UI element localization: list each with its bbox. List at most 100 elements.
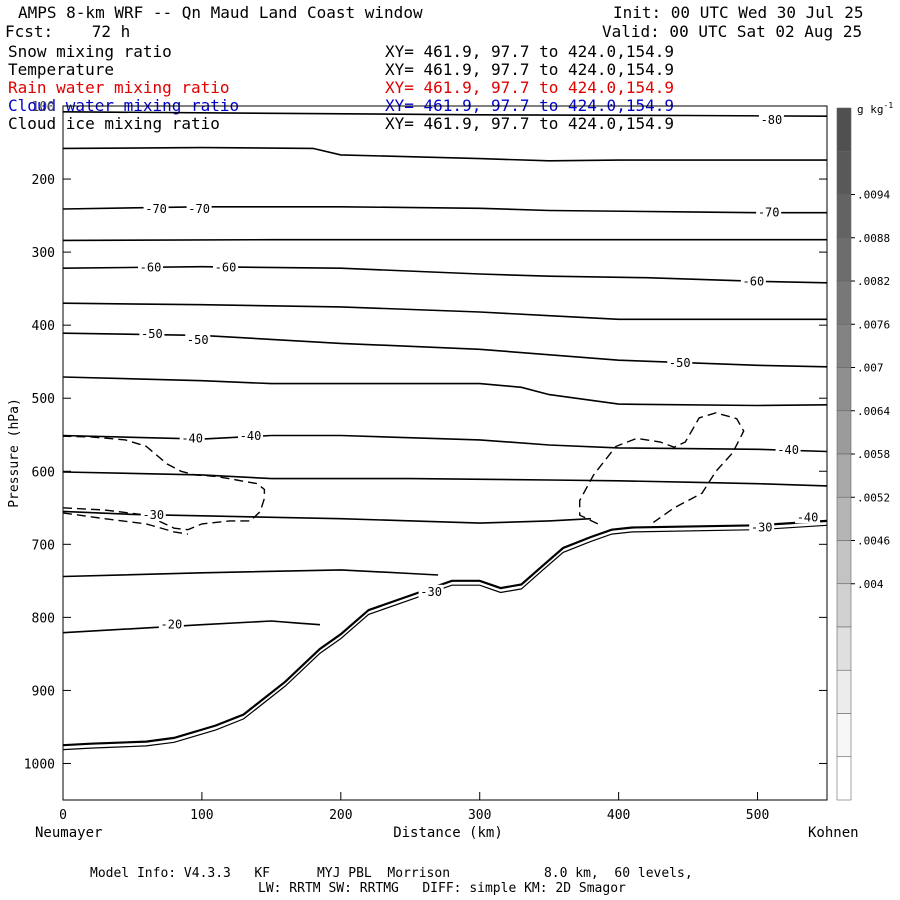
colorbar-swatch-12 bbox=[836, 626, 852, 671]
colorbar-label-7: .0052 bbox=[857, 491, 890, 504]
contour-label-8: -50 bbox=[187, 333, 209, 347]
y-tick-label-500: 500 bbox=[32, 392, 55, 407]
y-tick-label-600: 600 bbox=[32, 465, 55, 480]
contour-label-bg-7 bbox=[139, 326, 165, 340]
colorbar-label-5: .0064 bbox=[857, 405, 890, 418]
contour-label-13: -30 bbox=[142, 508, 164, 522]
contour-label-0: -80 bbox=[761, 113, 783, 127]
cloud-ice-contour-1 bbox=[62, 512, 189, 535]
terrain-line bbox=[62, 519, 828, 747]
contour-label-bg-16 bbox=[158, 617, 184, 631]
contour-label-bg-9 bbox=[667, 356, 693, 370]
cloud-ice-contour-2 bbox=[579, 412, 745, 525]
colorbar-unit: g kg-1 bbox=[857, 101, 893, 116]
field-legend-snow: Snow mixing ratio bbox=[8, 42, 172, 61]
isotherm--70 bbox=[62, 206, 827, 214]
contour-label-3: -70 bbox=[758, 206, 780, 220]
colorbar-label-0: .0094 bbox=[857, 189, 890, 202]
field-xy-temperature: XY= 461.9, 97.7 to 424.0,154.9 bbox=[385, 60, 674, 79]
cloud-ice-contours bbox=[62, 412, 745, 535]
x-tick-label-200: 200 bbox=[329, 808, 352, 823]
y-tick-label-800: 800 bbox=[32, 611, 55, 626]
isotherm-7 bbox=[62, 376, 828, 407]
contour-label-6: -60 bbox=[743, 274, 765, 288]
contour-label-bg-3 bbox=[756, 205, 782, 219]
colorbar-label-8: .0046 bbox=[857, 535, 890, 548]
colorbar-label-4: .007 bbox=[857, 362, 884, 375]
contour-label-12: -40 bbox=[777, 443, 799, 457]
y-tick-label-300: 300 bbox=[32, 246, 55, 261]
field-legend-rain: Rain water mixing ratio bbox=[8, 78, 230, 97]
colorbar: .0094 .0088 .0082 .0076 .007 .0064 .0058 .0052.… bbox=[836, 107, 890, 801]
y-tick-label-100: 100 bbox=[32, 100, 55, 115]
colorbar-swatch-11 bbox=[836, 583, 852, 628]
contour-label-2: -70 bbox=[188, 202, 210, 216]
colorbar-swatch-0 bbox=[836, 107, 852, 152]
colorbar-swatch-10 bbox=[836, 540, 852, 585]
contour-label-bg-10 bbox=[179, 431, 205, 445]
contour-label-bg-13 bbox=[140, 508, 166, 522]
contour-label-15: -30 bbox=[751, 521, 773, 535]
contour-label-layer: -80 -70 -70 -70 -60 -60 -60 -50 -50 -50 -40 -40 -40 -… bbox=[138, 112, 821, 632]
right-endpoint-label: Kohnen bbox=[808, 825, 859, 841]
colorbar-swatch-5 bbox=[836, 323, 852, 368]
axes-layer: 0 100 200 300 400 500 200 300 400 500 600 700 800 900… bbox=[24, 100, 827, 823]
model-info-line2: LW: RRTM SW: RRTMG DIFF: simple KM: 2D S… bbox=[258, 881, 626, 896]
x-tick-label-400: 400 bbox=[607, 808, 630, 823]
y-tick-label-200: 200 bbox=[32, 173, 55, 188]
colorbar-swatch-3 bbox=[836, 237, 852, 282]
model-info-line1: Model Info: V4.3.3 KF MYJ PBL Morrison 8… bbox=[90, 866, 693, 881]
isotherm-layer bbox=[62, 111, 828, 634]
field-xy-cloud-ice: XY= 461.9, 97.7 to 424.0,154.9 bbox=[385, 114, 674, 133]
colorbar-label-1: .0088 bbox=[857, 232, 890, 245]
colorbar-label-9: .004 bbox=[857, 578, 884, 591]
colorbar-swatch-9 bbox=[836, 496, 852, 541]
contour-label-17: -40 bbox=[797, 510, 819, 524]
colorbar-label-3: .0076 bbox=[857, 318, 890, 331]
cloud-ice-contour-0 bbox=[62, 435, 266, 531]
y-tick-label-1000: 1000 bbox=[24, 757, 55, 772]
isotherm--60 bbox=[62, 265, 828, 284]
field-xy-snow: XY= 461.9, 97.7 to 424.0,154.9 bbox=[385, 42, 674, 61]
y-tick-label-400: 400 bbox=[32, 319, 55, 334]
x-tick-label-500: 500 bbox=[746, 808, 769, 823]
contour-label-bg-11 bbox=[238, 429, 264, 443]
contour-label-bg-4 bbox=[138, 260, 164, 274]
contour-label-bg-15 bbox=[749, 520, 775, 534]
figure-title: AMPS 8-km WRF -- Qn Maud Land Coast wind… bbox=[18, 3, 423, 22]
contour-label-bg-14 bbox=[418, 584, 444, 598]
contour-label-bg-2 bbox=[186, 202, 212, 216]
y-axis-label: Pressure (hPa) bbox=[7, 398, 22, 508]
contour-label-11: -40 bbox=[240, 429, 262, 443]
contour-label-bg-5 bbox=[213, 260, 239, 274]
x-tick-label-300: 300 bbox=[468, 808, 491, 823]
valid-time: Valid: 00 UTC Sat 02 Aug 25 bbox=[602, 22, 863, 41]
isotherm-1 bbox=[62, 146, 827, 162]
contour-label-14: -30 bbox=[420, 585, 442, 599]
colorbar-swatch-2 bbox=[836, 194, 852, 239]
field-legend-cloud-ice: Cloud ice mixing ratio bbox=[8, 114, 220, 133]
contour-label-bg-17 bbox=[795, 510, 821, 524]
contour-label-bg-1 bbox=[143, 202, 169, 216]
isotherm-11 bbox=[62, 569, 439, 578]
colorbar-label-6: .0058 bbox=[857, 448, 890, 461]
contour-label-bg-8 bbox=[185, 332, 211, 346]
plot-frame bbox=[62, 105, 828, 801]
y-tick-label-900: 900 bbox=[32, 684, 55, 699]
isotherm-3 bbox=[62, 238, 827, 242]
terrain-layer bbox=[62, 519, 828, 751]
left-endpoint-label: Neumayer bbox=[35, 825, 102, 841]
contour-label-4: -60 bbox=[140, 260, 162, 274]
forecast-hour: Fcst: 72 h bbox=[5, 22, 131, 41]
colorbar-swatch-14 bbox=[836, 713, 852, 758]
contour-label-9: -50 bbox=[669, 356, 691, 370]
init-time: Init: 00 UTC Wed 30 Jul 25 bbox=[613, 3, 864, 22]
x-tick-label-100: 100 bbox=[190, 808, 213, 823]
contour-label-10: -40 bbox=[181, 431, 203, 445]
isotherm--20 bbox=[62, 620, 321, 634]
contour-label-bg-0 bbox=[758, 112, 784, 126]
x-tick-label-0: 0 bbox=[59, 808, 67, 823]
isotherm--50 bbox=[62, 332, 828, 368]
